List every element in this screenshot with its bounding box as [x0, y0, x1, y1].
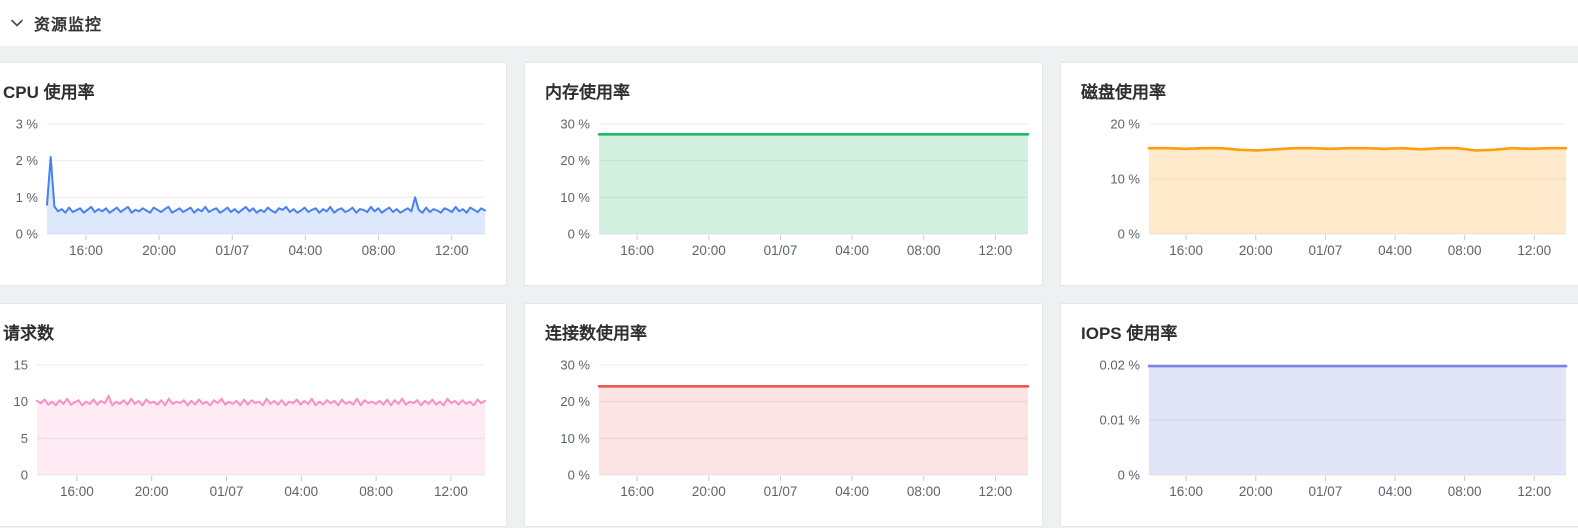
svg-text:30 %: 30 % [560, 358, 590, 373]
svg-text:04:00: 04:00 [284, 484, 318, 499]
svg-text:12:00: 12:00 [1517, 484, 1551, 499]
svg-text:08:00: 08:00 [1448, 243, 1482, 258]
svg-text:08:00: 08:00 [359, 484, 393, 499]
svg-text:04:00: 04:00 [1378, 243, 1412, 258]
svg-text:2 %: 2 % [16, 153, 39, 168]
memory-usage-chart[interactable]: 0 % 10 % 20 % 30 % 16:00 20:00 01/07 04:00 08:00… [525, 63, 1044, 287]
svg-text:01/07: 01/07 [764, 243, 798, 258]
svg-text:3 %: 3 % [16, 117, 39, 132]
svg-text:16:00: 16:00 [60, 484, 94, 499]
svg-text:04:00: 04:00 [835, 243, 869, 258]
svg-text:20 %: 20 % [560, 394, 590, 409]
svg-text:0 %: 0 % [16, 227, 39, 242]
request-count-chart[interactable]: 0 5 10 15 16:00 20:00 01/07 04:00 08:00 12:00 [0, 304, 507, 528]
svg-text:04:00: 04:00 [289, 243, 323, 258]
svg-text:04:00: 04:00 [1378, 484, 1412, 499]
svg-text:0.01 %: 0.01 % [1100, 413, 1141, 428]
iops-usage-card: IOPS 使用率 0 % 0.01 % 0.02 % 16:00 20:00 01/07 0… [1060, 303, 1578, 527]
svg-text:30 %: 30 % [560, 117, 590, 132]
svg-text:10: 10 [14, 394, 28, 409]
connection-usage-chart[interactable]: 0 % 10 % 20 % 30 % 16:00 20:00 01/07 04:00 08:00… [525, 304, 1044, 528]
svg-text:5: 5 [21, 431, 28, 446]
svg-text:0 %: 0 % [1118, 227, 1141, 242]
svg-text:20:00: 20:00 [142, 243, 176, 258]
svg-text:08:00: 08:00 [1448, 484, 1482, 499]
svg-text:08:00: 08:00 [907, 243, 941, 258]
svg-text:10 %: 10 % [560, 190, 590, 205]
svg-text:01/07: 01/07 [210, 484, 244, 499]
svg-text:16:00: 16:00 [620, 243, 654, 258]
resource-monitor-header[interactable]: 资源监控 [0, 0, 1578, 46]
svg-text:0 %: 0 % [568, 468, 591, 483]
disk-usage-chart[interactable]: 0 % 10 % 20 % 16:00 20:00 01/07 04:00 08:00 12:0… [1061, 63, 1578, 287]
svg-text:01/07: 01/07 [1308, 243, 1342, 258]
svg-text:16:00: 16:00 [620, 484, 654, 499]
svg-text:01/07: 01/07 [215, 243, 249, 258]
svg-text:04:00: 04:00 [835, 484, 869, 499]
svg-text:0: 0 [21, 468, 28, 483]
chart-title: CPU 使用率 [3, 83, 95, 102]
svg-text:10 %: 10 % [560, 431, 590, 446]
chart-title: 磁盘使用率 [1081, 83, 1166, 102]
svg-text:0 %: 0 % [568, 227, 591, 242]
svg-text:0.02 %: 0.02 % [1100, 358, 1141, 373]
svg-text:20:00: 20:00 [692, 243, 726, 258]
svg-text:08:00: 08:00 [362, 243, 396, 258]
chart-title: 连接数使用率 [545, 324, 647, 343]
svg-text:1 %: 1 % [16, 190, 39, 205]
svg-text:15: 15 [14, 358, 28, 373]
svg-text:16:00: 16:00 [1169, 484, 1203, 499]
chart-title: IOPS 使用率 [1081, 324, 1178, 343]
svg-text:12:00: 12:00 [434, 484, 468, 499]
chart-title: 内存使用率 [545, 83, 630, 102]
svg-text:20:00: 20:00 [135, 484, 169, 499]
connection-usage-card: 连接数使用率 0 % 10 % 20 % 30 % 16:00 20:00 01/07 04:… [524, 303, 1043, 527]
svg-text:08:00: 08:00 [907, 484, 941, 499]
memory-usage-card: 内存使用率 0 % 10 % 20 % 30 % 16:00 20:00 01/07 04:0… [524, 62, 1043, 286]
iops-usage-chart[interactable]: 0 % 0.01 % 0.02 % 16:00 20:00 01/07 04:00 08:00… [1061, 304, 1578, 528]
svg-text:12:00: 12:00 [1517, 243, 1551, 258]
svg-text:12:00: 12:00 [978, 484, 1012, 499]
svg-text:12:00: 12:00 [978, 243, 1012, 258]
svg-text:16:00: 16:00 [1169, 243, 1203, 258]
section-title: 资源监控 [34, 17, 103, 34]
request-count-card: 请求数 0 5 10 15 16:00 20:00 01/07 04:00 08:00 12:00 [0, 303, 507, 527]
svg-text:12:00: 12:00 [435, 243, 469, 258]
chevron-down-icon[interactable] [9, 15, 25, 31]
cpu-usage-chart[interactable]: 0 % 1 % 2 % 3 % 16:00 20:00 01/07 04:00 08:00 12:… [0, 63, 507, 287]
svg-text:0 %: 0 % [1118, 468, 1141, 483]
disk-usage-card: 磁盘使用率 0 % 10 % 20 % 16:00 20:00 01/07 04:00 08:… [1060, 62, 1578, 286]
svg-text:20 %: 20 % [1110, 117, 1140, 132]
svg-text:01/07: 01/07 [764, 484, 798, 499]
svg-text:20:00: 20:00 [692, 484, 726, 499]
svg-text:20 %: 20 % [560, 153, 590, 168]
cpu-usage-card: CPU 使用率 0 % 1 % 2 % 3 % 16:00 20:00 01/07 04:00… [0, 62, 507, 286]
svg-text:10 %: 10 % [1110, 172, 1140, 187]
chart-title: 请求数 [3, 324, 54, 343]
svg-text:16:00: 16:00 [69, 243, 103, 258]
svg-text:20:00: 20:00 [1239, 243, 1273, 258]
svg-text:20:00: 20:00 [1239, 484, 1273, 499]
svg-text:01/07: 01/07 [1308, 484, 1342, 499]
